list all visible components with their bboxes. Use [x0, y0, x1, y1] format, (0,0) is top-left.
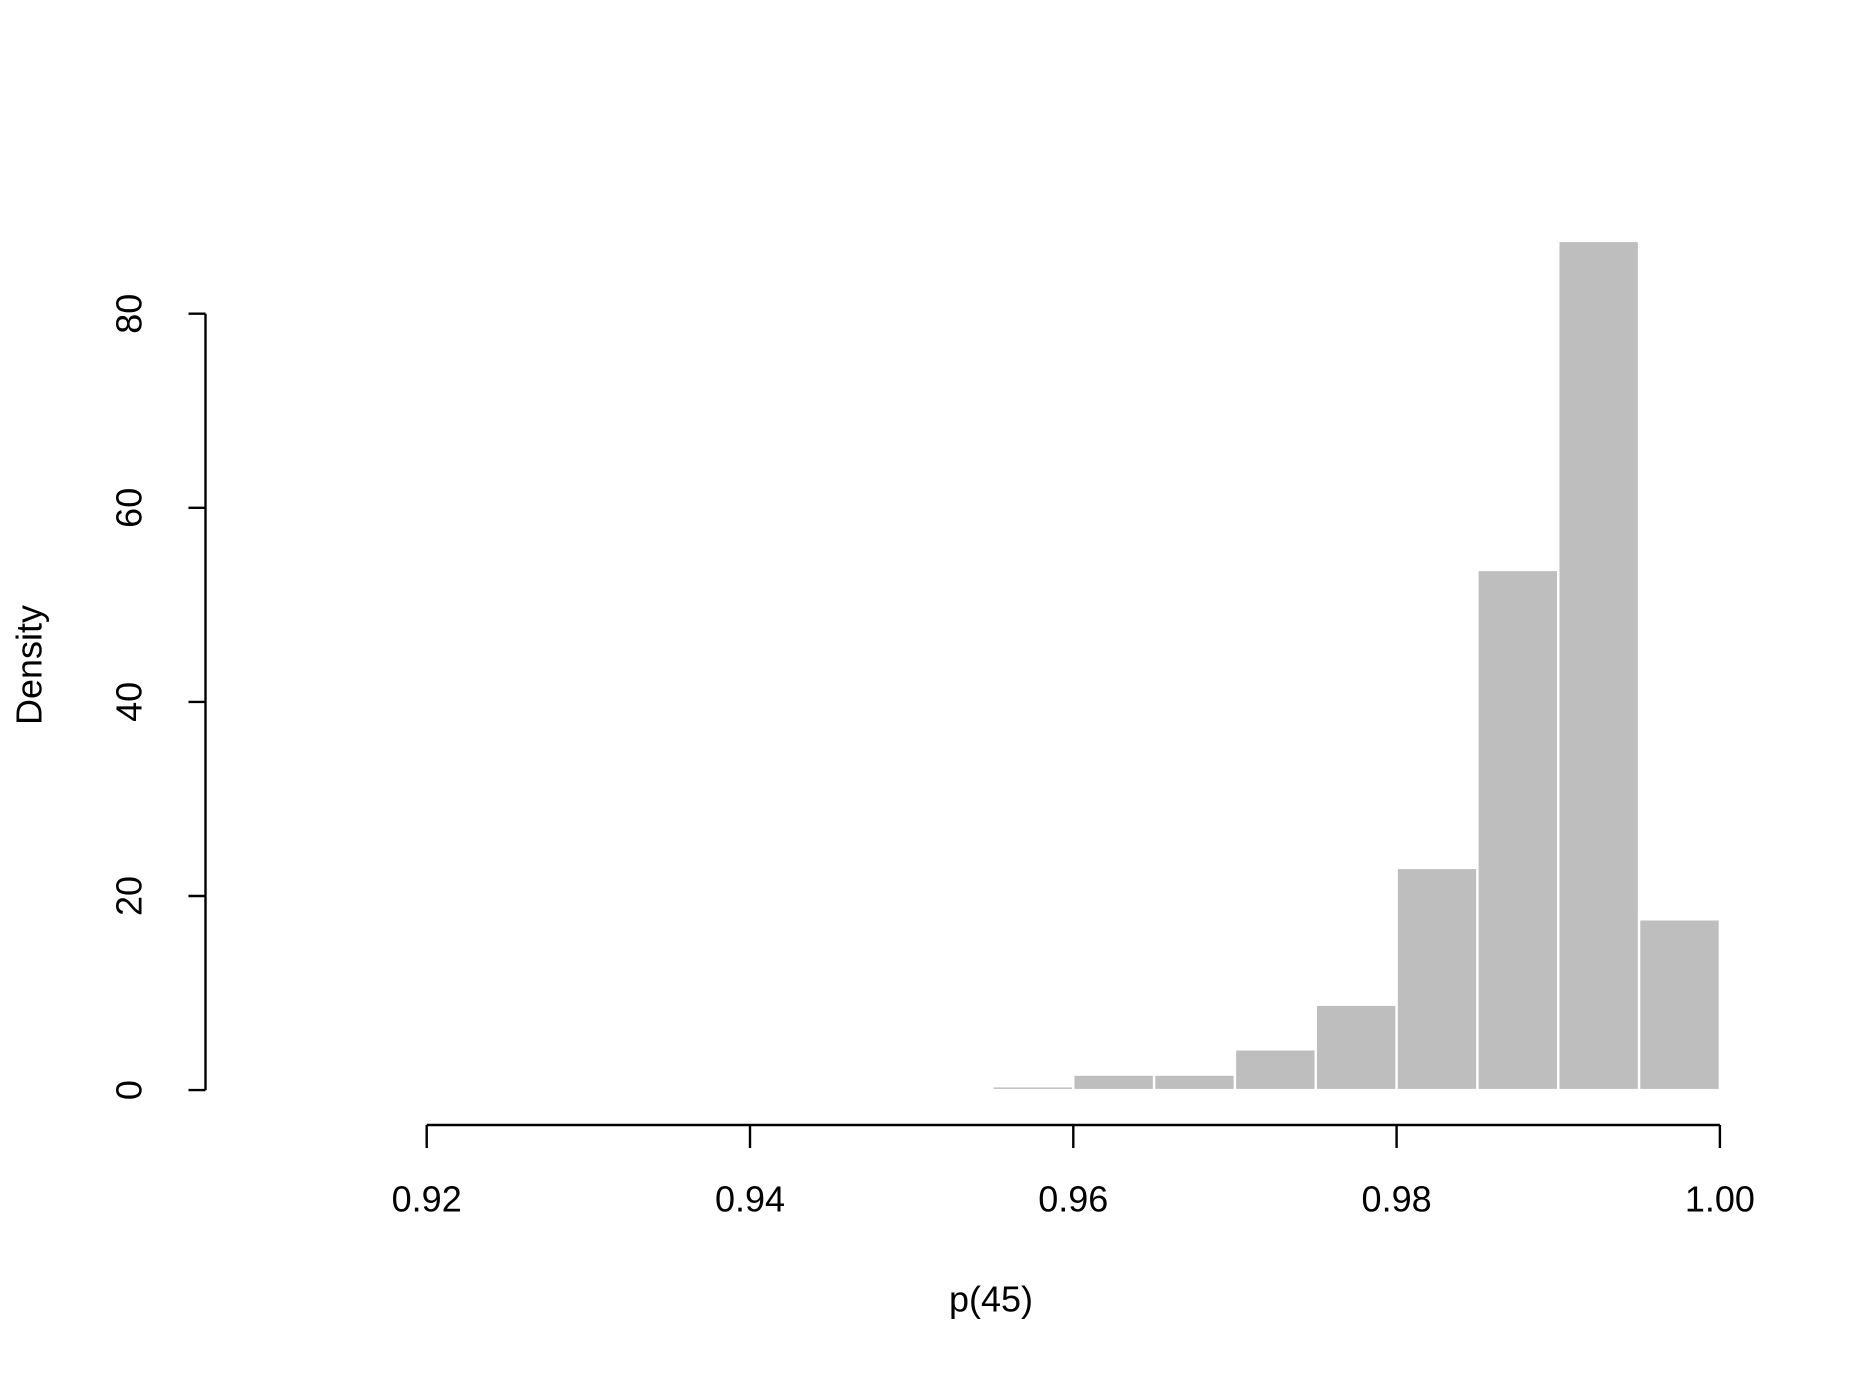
y-tick-label: 40 [109, 682, 150, 722]
x-tick-label: 0.94 [715, 1179, 785, 1220]
bar [1072, 1073, 1156, 1092]
bar [1152, 1073, 1237, 1092]
x-tick-label: 0.96 [1038, 1179, 1108, 1220]
y-tick-label: 60 [109, 488, 150, 528]
bar [1395, 866, 1479, 1092]
x-tick-label: 0.98 [1362, 1179, 1432, 1220]
x-tick-label: 1.00 [1685, 1179, 1755, 1220]
bar [991, 1085, 1075, 1092]
bar [1557, 239, 1641, 1092]
bar [667, 1086, 752, 1092]
y-tick-label: 80 [109, 294, 150, 334]
bar [1233, 1048, 1317, 1092]
y-tick-label: 20 [109, 876, 150, 916]
y-tick-label: 0 [109, 1080, 150, 1100]
bar [1476, 568, 1560, 1092]
y-axis-label: Density [9, 605, 50, 725]
x-tick-label: 0.92 [392, 1179, 462, 1220]
x-axis-label: p(45) [949, 1279, 1033, 1320]
bar [1314, 1003, 1398, 1092]
bar [1637, 918, 1722, 1092]
